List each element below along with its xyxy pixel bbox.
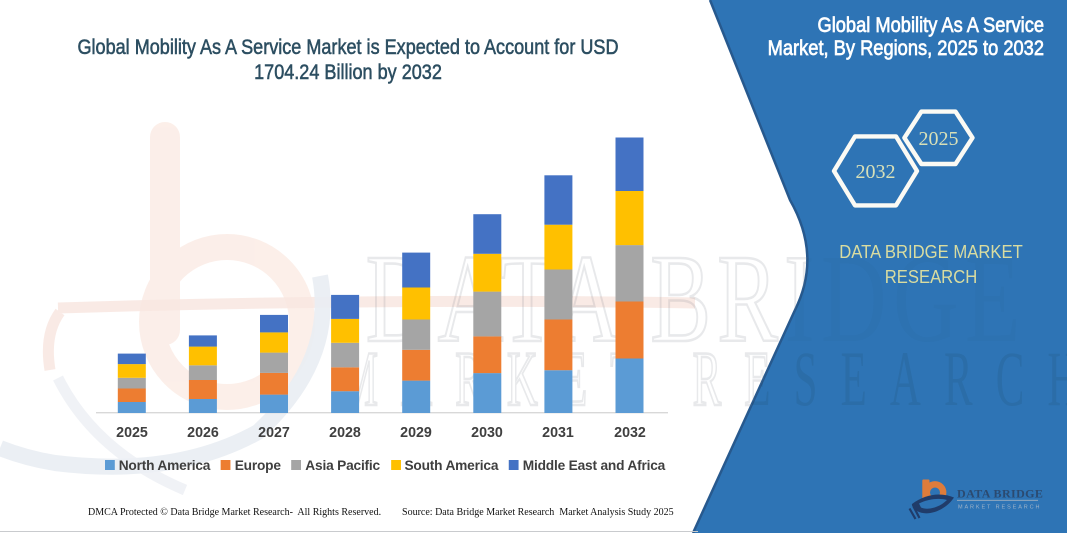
svg-text:2032: 2032 <box>856 161 896 183</box>
svg-text:DATA BRIDGE: DATA BRIDGE <box>957 487 1043 501</box>
svg-text:DATA BRIDGE: DATA BRIDGE <box>366 229 1027 369</box>
svg-text:MARKET RESEARCH: MARKET RESEARCH <box>958 505 1041 511</box>
svg-text:2025: 2025 <box>919 128 959 150</box>
